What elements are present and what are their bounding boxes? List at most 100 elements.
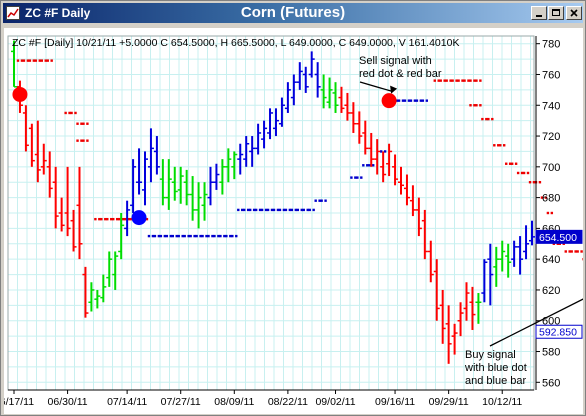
red-stop-dot: [516, 171, 520, 175]
blue-stop-dot: [350, 176, 353, 179]
buy-signal-dot: [131, 210, 147, 226]
buy-annotation-line: with blue dot: [464, 362, 527, 374]
price-tag: 592.850: [535, 324, 583, 339]
blue-stop-dot: [397, 99, 401, 102]
ohlc-bar: [517, 236, 524, 275]
ohlc-bar: [374, 139, 381, 175]
blue-stop-dot: [169, 234, 172, 238]
ohlc-bar: [171, 166, 178, 201]
red-stop-dot: [445, 79, 448, 82]
red-stop-dot: [532, 181, 536, 184]
ohlc-bar: [100, 274, 107, 303]
y-tick-label: 720: [542, 131, 560, 143]
blue-stop-dot: [308, 208, 311, 212]
blue-stop-dot: [225, 234, 228, 238]
ohlc-bar: [338, 86, 345, 113]
red-stop-dot: [82, 122, 85, 125]
blue-stop-dot: [284, 208, 288, 212]
blue-stop-dot: [318, 199, 321, 202]
ohlc-bar: [493, 246, 500, 287]
ohlc-bar: [403, 174, 410, 206]
ohlc-bar: [141, 151, 148, 206]
red-stop-dot: [451, 79, 454, 82]
red-stop-dot: [520, 171, 524, 175]
ohlc-bar: [457, 302, 464, 337]
blue-stop-dot: [276, 208, 280, 212]
y-tick-label: 620: [542, 285, 560, 297]
blue-stop-dot: [213, 234, 216, 238]
red-stop-dot: [568, 250, 571, 253]
ohlc-bar: [433, 259, 440, 321]
red-stop-dot: [538, 181, 542, 184]
red-stop-dot: [86, 122, 89, 125]
red-stop-dot: [479, 79, 482, 82]
ohlc-bar: [386, 143, 393, 177]
ohlc-bar: [296, 62, 303, 90]
ohlc-bar: [112, 251, 119, 290]
ohlc-bar: [70, 209, 77, 252]
blue-stop-dot: [181, 234, 184, 238]
y-tick-label: 740: [542, 100, 560, 112]
ohlc-bar: [64, 166, 71, 237]
red-stop-dot: [437, 79, 440, 82]
red-stop-dot: [74, 111, 77, 115]
ohlc-bar: [213, 163, 220, 190]
red-stop-dot: [106, 217, 109, 221]
ohlc-bar: [136, 148, 143, 195]
maximize-button[interactable]: [548, 6, 564, 20]
ohlc-bar: [88, 282, 95, 312]
red-stop-dot: [473, 79, 476, 82]
ohlc-bar: [380, 151, 387, 183]
blue-stop-dot: [288, 208, 292, 212]
ohlc-bar: [505, 243, 512, 278]
red-stop-dot: [112, 217, 115, 221]
blue-stop-dot: [223, 234, 226, 238]
ohlc-bar: [225, 148, 232, 183]
blue-stop-dot: [312, 208, 315, 212]
blue-stop-dot: [395, 99, 399, 102]
blue-stop-dot: [177, 234, 180, 238]
blue-stop-dot: [278, 208, 282, 212]
red-stop-dot: [44, 59, 47, 62]
ohlc-bar: [439, 289, 446, 344]
red-stop-dot: [479, 104, 482, 107]
ohlc-bar: [421, 209, 428, 260]
blue-stop-dot: [159, 234, 163, 238]
blue-stop-dot: [270, 208, 274, 212]
blue-stop-dot: [237, 208, 240, 212]
y-tick-label: 560: [542, 377, 560, 389]
blue-stop-dot: [199, 234, 202, 238]
blue-stop-dot: [201, 234, 204, 238]
x-tick-label: 08/22/11: [268, 396, 308, 408]
ohlc-bar: [320, 74, 327, 109]
chart-area: 56058060062064066068070072074076078006/1…: [4, 28, 583, 414]
window-title: ZC #F Daily: [25, 6, 91, 20]
ohlc-bar: [451, 323, 458, 355]
red-stop-dot: [485, 117, 488, 121]
blue-stop-dot: [314, 199, 317, 202]
blue-stop-dot: [415, 99, 419, 102]
blue-stop-dot: [266, 208, 270, 212]
red-stop-dot: [64, 111, 67, 115]
ohlc-bar: [350, 102, 357, 133]
minimize-button[interactable]: [531, 6, 547, 20]
ohlc-bar: [278, 97, 285, 127]
x-tick-label: 06/30/11: [48, 396, 88, 408]
blue-stop-dot: [217, 234, 220, 238]
blue-stop-dot: [193, 234, 196, 238]
close-button[interactable]: [566, 6, 582, 20]
ohlc-bar: [106, 251, 113, 287]
blue-stop-dot: [360, 176, 363, 179]
y-tick-label: 580: [542, 347, 560, 359]
blue-stop-dot: [379, 150, 383, 153]
blue-stop-dot: [229, 234, 232, 238]
blue-stop-dot: [354, 176, 357, 179]
title-bar[interactable]: ZC #F Daily Corn (Futures): [3, 3, 583, 23]
ohlc-bar: [34, 120, 41, 183]
ohlc-bar: [445, 305, 452, 364]
blue-stop-dot: [254, 208, 258, 212]
blue-stop-dot: [320, 199, 323, 202]
ohlc-bar: [290, 74, 297, 106]
red-stop-dot: [469, 104, 472, 107]
ohlc-bar: [499, 240, 506, 272]
